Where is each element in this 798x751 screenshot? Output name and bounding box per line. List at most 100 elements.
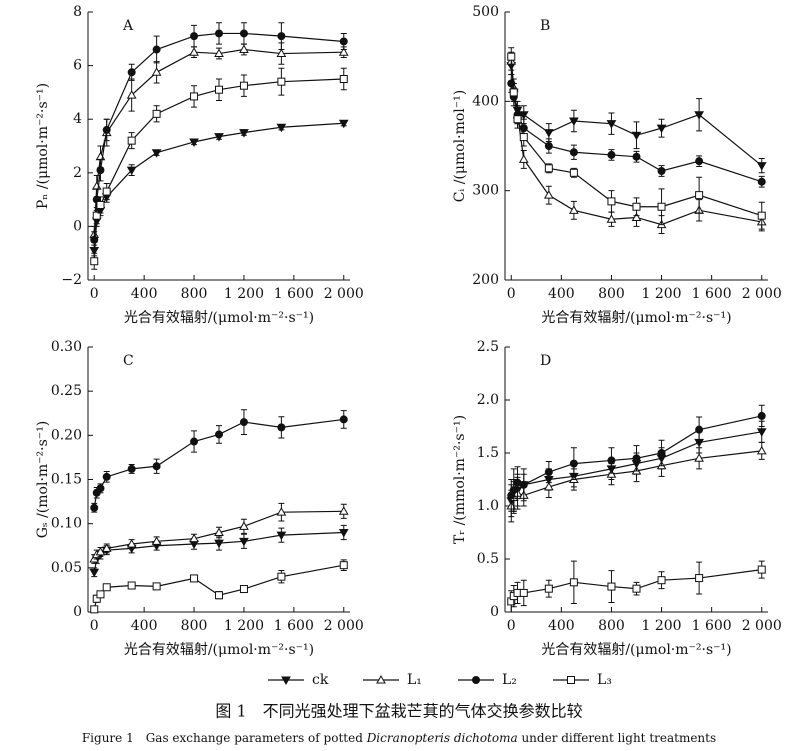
marker xyxy=(239,418,248,427)
marker xyxy=(190,437,199,446)
marker xyxy=(569,168,578,177)
y-tick-label: 400 xyxy=(472,93,499,109)
panel-label: B xyxy=(540,18,550,34)
marker xyxy=(151,536,162,545)
marker xyxy=(339,415,348,424)
marker xyxy=(190,92,199,101)
marker xyxy=(92,211,101,220)
x-tick-label: 400 xyxy=(548,286,575,302)
legend-label: L₃ xyxy=(597,672,612,688)
marker xyxy=(518,111,529,120)
x-tick-label: 1 200 xyxy=(642,618,682,634)
legend-label: L₂ xyxy=(502,672,517,688)
marker xyxy=(544,468,553,477)
y-tick-label: 2.0 xyxy=(477,392,499,408)
y-tick-label: 0 xyxy=(73,218,82,234)
caption-en: Figure 1 Gas exchange parameters of pott… xyxy=(82,731,716,745)
marker xyxy=(569,578,578,587)
marker xyxy=(756,445,767,455)
y-axis-label: Cᵢ /(μmol·mol⁻¹) xyxy=(452,90,468,203)
y-axis-label: Tᵣ /(mmol·m⁻²·s⁻¹) xyxy=(452,415,468,544)
caption-en-post: under different light treatments xyxy=(518,731,717,745)
marker xyxy=(214,539,224,549)
x-tick-label: 400 xyxy=(131,618,158,634)
y-tick-label: 0.25 xyxy=(51,383,82,399)
panel-label: C xyxy=(123,353,134,369)
x-axis-label: 光合有效辐射/(μmol·m⁻²·s⁻¹) xyxy=(541,642,731,658)
marker xyxy=(607,582,616,591)
marker xyxy=(607,197,616,206)
x-tick-label: 2 000 xyxy=(324,618,364,634)
marker xyxy=(543,190,554,199)
x-tick-label: 0 xyxy=(90,618,99,634)
x-tick-label: 1 600 xyxy=(692,286,732,302)
marker xyxy=(569,148,578,157)
x-axis-label: 光合有效辐射/(μmol·m⁻²·s⁻¹) xyxy=(124,642,314,658)
y-tick-label: 2.5 xyxy=(477,339,499,355)
legend-marker xyxy=(472,676,480,684)
marker xyxy=(214,48,224,58)
marker xyxy=(757,565,766,574)
marker xyxy=(757,177,766,186)
marker xyxy=(632,202,641,211)
x-tick-label: 1 200 xyxy=(224,618,264,634)
marker xyxy=(544,164,553,173)
marker xyxy=(277,572,286,581)
x-tick-label: 1 200 xyxy=(224,286,264,302)
marker xyxy=(239,29,248,38)
marker xyxy=(239,585,248,594)
x-tick-label: 400 xyxy=(548,618,575,634)
legend-marker xyxy=(281,676,291,686)
legend-label: L₁ xyxy=(407,672,422,688)
marker xyxy=(695,574,704,583)
marker xyxy=(152,462,161,471)
marker xyxy=(338,119,349,129)
y-tick-label: 200 xyxy=(472,272,499,288)
marker xyxy=(509,486,518,495)
marker xyxy=(151,67,162,76)
legend-marker xyxy=(567,676,575,684)
marker xyxy=(127,581,136,590)
y-tick-label: 0 xyxy=(490,604,499,620)
marker xyxy=(276,531,287,541)
marker xyxy=(239,521,249,530)
y-tick-label: 0.30 xyxy=(51,339,82,355)
x-tick-label: 1 200 xyxy=(642,286,682,302)
marker xyxy=(338,506,349,515)
marker xyxy=(214,133,224,142)
x-tick-label: 2 000 xyxy=(324,286,364,302)
marker xyxy=(102,187,111,196)
x-tick-label: 2 000 xyxy=(742,618,782,634)
marker xyxy=(127,136,136,145)
marker xyxy=(339,37,348,46)
marker xyxy=(239,129,249,138)
y-tick-label: 0.5 xyxy=(477,551,499,567)
marker xyxy=(189,138,199,147)
marker xyxy=(89,568,100,578)
marker xyxy=(631,131,642,141)
x-tick-label: 0 xyxy=(90,286,99,302)
marker xyxy=(239,44,249,54)
marker xyxy=(90,257,99,266)
y-axis-label: Pₙ /(μmol·m⁻²·s⁻¹) xyxy=(35,83,51,209)
marker xyxy=(632,584,641,593)
marker xyxy=(507,52,516,61)
marker xyxy=(152,109,161,118)
marker xyxy=(152,582,161,591)
marker xyxy=(276,507,287,516)
marker xyxy=(606,120,617,129)
panel-label: A xyxy=(122,18,134,34)
marker xyxy=(756,162,767,171)
marker xyxy=(127,68,136,77)
marker xyxy=(519,133,528,142)
marker xyxy=(569,205,579,214)
x-tick-label: 2 000 xyxy=(742,286,782,302)
marker xyxy=(657,202,666,211)
y-tick-label: 0.20 xyxy=(51,427,82,443)
y-tick-label: 0.10 xyxy=(51,516,82,532)
marker xyxy=(215,591,223,600)
marker xyxy=(90,605,99,614)
marker xyxy=(695,191,704,200)
x-tick-label: 800 xyxy=(598,286,625,302)
x-tick-label: 1 600 xyxy=(274,618,314,634)
